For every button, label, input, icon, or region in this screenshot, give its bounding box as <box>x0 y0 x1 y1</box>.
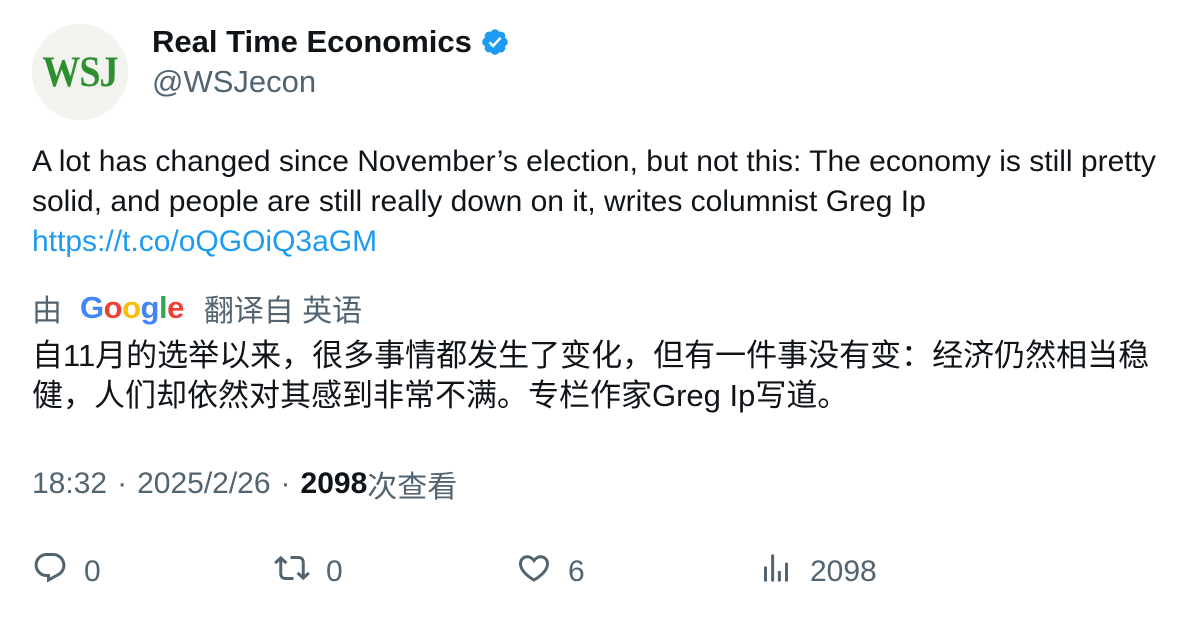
reply-count: 0 <box>84 555 101 588</box>
author-name[interactable]: Real Time Economics <box>152 24 472 59</box>
translation-prefix: 由 <box>32 295 62 328</box>
like-button[interactable]: 6 <box>516 548 585 596</box>
avatar[interactable]: WSJ <box>32 24 128 120</box>
tweet-body: A lot has changed since November’s elect… <box>32 142 1172 262</box>
retweet-icon <box>274 550 310 594</box>
views-action-count: 2098 <box>810 555 877 588</box>
views-button[interactable]: 2098 <box>758 548 877 596</box>
analytics-icon <box>758 550 794 594</box>
retweet-button[interactable]: 0 <box>274 548 343 596</box>
translated-text: 自11月的选举以来，很多事情都发生了变化，但有一件事没有变：经济仍然相当稳健，人… <box>32 338 1150 413</box>
translation-attribution: 由 Google 翻译自 英语 <box>32 286 362 330</box>
tweet-link[interactable]: https://t.co/oQGOiQ3aGM <box>32 225 378 258</box>
heart-icon <box>516 550 552 594</box>
author-name-row: Real Time Economics <box>152 22 510 62</box>
meta-separator: · <box>117 467 128 500</box>
tweet-text: A lot has changed since November’s elect… <box>32 145 1156 218</box>
tweet-time[interactable]: 18:32 <box>32 467 108 500</box>
action-bar: 0 0 6 2098 <box>32 548 1172 596</box>
meta-separator: · <box>280 467 291 500</box>
views-count: 2098 <box>300 467 368 500</box>
like-count: 6 <box>568 555 585 588</box>
retweet-count: 0 <box>326 555 343 588</box>
avatar-logo-text: WSJ <box>42 47 118 97</box>
tweet-date[interactable]: 2025/2/26 <box>137 467 271 500</box>
verified-badge-icon <box>480 27 510 57</box>
tweet-meta: 18:32 · 2025/2/26 · 2098 次查看 <box>32 464 457 504</box>
reply-button[interactable]: 0 <box>32 548 101 596</box>
translation-source-language[interactable]: 翻译自 英语 <box>203 295 363 328</box>
author-block: Real Time Economics @WSJecon <box>152 22 510 102</box>
google-logo: Google <box>80 290 184 325</box>
reply-icon <box>32 550 68 594</box>
views-label: 次查看 <box>367 471 458 504</box>
author-handle[interactable]: @WSJecon <box>152 64 317 99</box>
